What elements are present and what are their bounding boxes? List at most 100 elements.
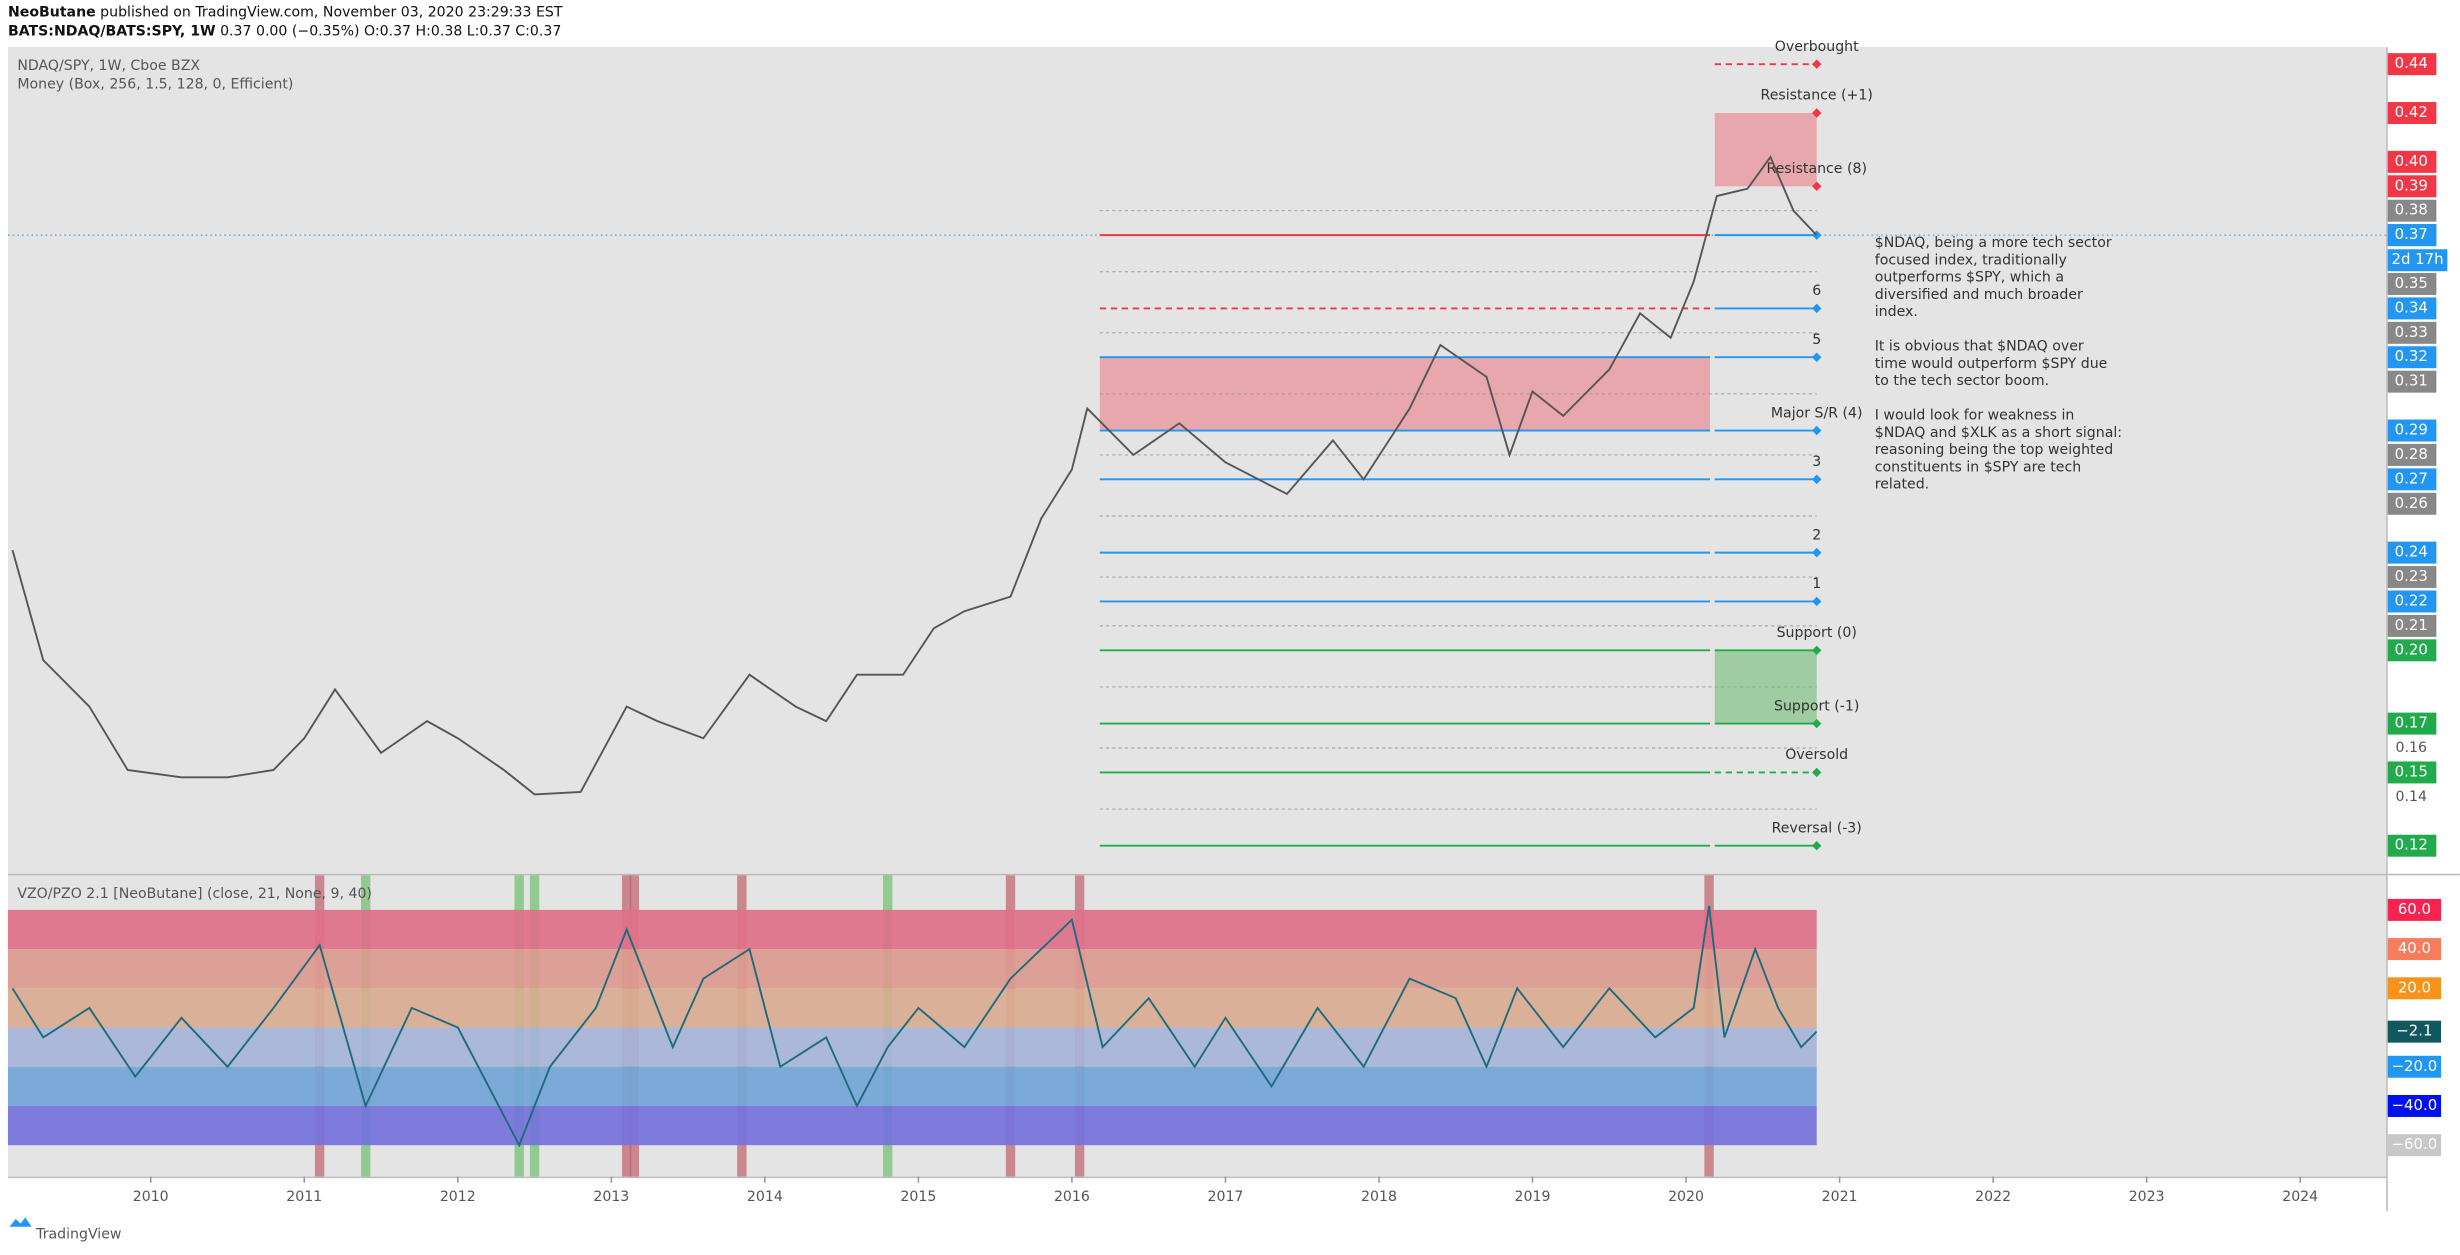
- annotation-line: to the tech sector boom.: [1875, 373, 2049, 389]
- level-marker: [1812, 425, 1822, 436]
- annotation-line: It is obvious that $NDAQ over: [1875, 339, 2084, 355]
- zone-band: [7, 909, 1817, 950]
- countdown: 2d 17h: [2392, 250, 2444, 268]
- last-price-label: 0.37: [2395, 225, 2428, 243]
- zone-band: [7, 949, 1817, 989]
- osc-axis-box: [2387, 977, 2442, 1000]
- level-marker: [1812, 108, 1822, 118]
- x-tick-label: 2020: [1668, 1189, 1704, 1205]
- x-tick-label: 2013: [593, 1189, 629, 1205]
- level-axis-box: [2387, 53, 2437, 76]
- level-marker: [1812, 547, 1822, 558]
- footer: TradingView: [35, 1227, 121, 1243]
- plot-layer: 2010 2011 2012 2013 2014 2015 2016 2017 2018 2019…: [7, 39, 2448, 1205]
- x-tick-label: 2017: [1207, 1189, 1243, 1205]
- symbol: BATS:NDAQ/BATS:SPY, 1W: [8, 23, 216, 39]
- osc-axis-label: −40.0: [2392, 1096, 2438, 1114]
- annotation-line: outperforms $SPY, which a: [1875, 270, 2064, 286]
- axis-label: 0.23: [2395, 567, 2428, 585]
- level-marker: [1812, 303, 1822, 314]
- annotation-line: related.: [1875, 477, 1929, 493]
- x-tick-label: 2010: [133, 1189, 169, 1205]
- level-name: Reversal (-3): [1772, 820, 1862, 836]
- level-name: 1: [1812, 576, 1821, 592]
- level-name: Resistance (8): [1766, 161, 1867, 177]
- osc-axis-box: [2387, 938, 2442, 961]
- level-axis-label: 0.42: [2395, 103, 2428, 121]
- axis-box: [2387, 443, 2437, 466]
- x-tick-label: 2023: [2129, 1189, 2165, 1205]
- level-name: 5: [1812, 332, 1821, 348]
- osc-axis-box: [2387, 898, 2442, 921]
- level-axis-box: [2387, 541, 2437, 564]
- level-axis-box: [2387, 761, 2437, 784]
- osc-axis-label: −2.1: [2396, 1022, 2432, 1040]
- logo: [9, 1217, 32, 1227]
- level-axis-label: 0.29: [2395, 421, 2428, 439]
- pane-title: NDAQ/SPY, 1W, Cboe BZX: [17, 58, 200, 74]
- x-tick-label: 2019: [1515, 1189, 1551, 1205]
- countdown-box: [2387, 249, 2448, 272]
- last-price-box: [2387, 224, 2437, 247]
- x-tick-label: 2012: [440, 1189, 476, 1205]
- level-name: Oversold: [1785, 747, 1848, 763]
- axis-label: 0.31: [2395, 372, 2428, 390]
- osc-axis-box: [2387, 1020, 2442, 1043]
- y-tick-label: 0.16: [2396, 740, 2427, 756]
- level-marker: [1812, 645, 1822, 656]
- axis-box: [2387, 492, 2437, 515]
- axis-label: 0.40: [2395, 152, 2428, 170]
- annotation-line: $NDAQ and $XLK as a short signal:: [1875, 425, 2122, 441]
- osc-axis-label: −60.0: [2392, 1135, 2438, 1153]
- level-marker: [1812, 59, 1822, 69]
- zone-band: [7, 988, 1817, 1028]
- x-tick-label: 2016: [1054, 1189, 1090, 1205]
- level-axis-box: [2387, 346, 2437, 369]
- annotation-line: index.: [1875, 304, 1918, 320]
- x-tick-label: 2018: [1361, 1189, 1397, 1205]
- zone-band: [7, 1027, 1817, 1067]
- axis-label: 0.35: [2395, 274, 2428, 292]
- x-tick-label: 2024: [2282, 1189, 2318, 1205]
- axis-label: 0.21: [2395, 616, 2428, 634]
- level-axis-label: 0.34: [2395, 298, 2428, 316]
- level-name: Major S/R (4): [1771, 405, 1863, 421]
- level-marker: [1812, 718, 1822, 729]
- level-axis-box: [2387, 834, 2437, 857]
- header-line-1: NeoButane published on TradingView.com, …: [8, 5, 563, 21]
- level-name: Resistance (+1): [1761, 88, 1873, 104]
- level-marker: [1812, 841, 1822, 851]
- level-name: 6: [1812, 283, 1821, 299]
- zone-band: [7, 1105, 1817, 1146]
- level-axis-label: 0.20: [2395, 640, 2428, 658]
- x-tick-label: 2011: [286, 1189, 322, 1205]
- major-sr-zone: [1099, 357, 1711, 431]
- annotation-line: I would look for weakness in: [1875, 408, 2075, 424]
- header-line-2: BATS:NDAQ/BATS:SPY, 1W 0.37 0.00 (−0.35%…: [8, 23, 561, 39]
- level-name: Support (-1): [1774, 698, 1859, 714]
- level-axis-box: [2387, 468, 2437, 491]
- level-name: 3: [1812, 454, 1821, 470]
- x-tick-label: 2015: [900, 1189, 936, 1205]
- level-axis-box: [2387, 419, 2437, 442]
- osc-axis-label: 60.0: [2398, 900, 2431, 918]
- level-marker: [1812, 596, 1822, 607]
- oscillator-title: VZO/PZO 2.1 [NeoButane] (close, 21, None…: [17, 886, 372, 902]
- axis-box: [2387, 150, 2437, 173]
- quote: 0.37 0.00 (−0.35%) O:0.37 H:0.38 L:0.37 …: [216, 23, 562, 39]
- x-tick-label: 2021: [1822, 1189, 1858, 1205]
- level-name: Support (0): [1777, 625, 1857, 641]
- osc-axis-label: −20.0: [2392, 1057, 2438, 1075]
- annotation-line: time would outperform $SPY due: [1875, 356, 2108, 372]
- level-axis-label: 0.12: [2395, 836, 2428, 854]
- osc-axis-box: [2387, 1134, 2442, 1157]
- level-axis-label: 0.39: [2395, 176, 2428, 194]
- indicator-title: Money (Box, 256, 1.5, 128, 0, Efficient): [17, 77, 293, 93]
- published: published on TradingView.com, November 0…: [96, 5, 563, 21]
- level-marker: [1812, 352, 1822, 362]
- annotation-line: diversified and much broader: [1875, 287, 2083, 303]
- axis-label: 0.26: [2395, 494, 2428, 512]
- level-axis-label: 0.15: [2395, 762, 2428, 780]
